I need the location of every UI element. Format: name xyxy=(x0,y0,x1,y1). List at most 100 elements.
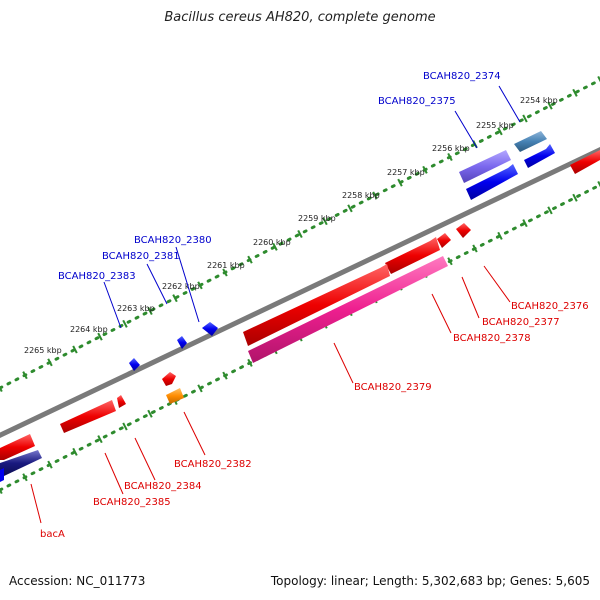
ruler-label: 2254 kbp xyxy=(520,96,558,105)
ruler-label: 2255 kbp xyxy=(476,121,514,130)
gene-label-bcah820-2383[interactable]: BCAH820_2383 xyxy=(58,271,136,282)
gene-red-long-forward xyxy=(243,264,390,346)
gene-baca-feature xyxy=(0,434,35,460)
ruler-tick xyxy=(522,114,528,123)
bottom-leader-lines xyxy=(30,265,511,524)
gene-label-baca[interactable]: bacA xyxy=(40,529,65,540)
gene-label-bcah820-2375[interactable]: BCAH820_2375 xyxy=(378,96,456,107)
ruler-tick xyxy=(97,435,103,444)
gene-blue-forward-1 xyxy=(524,144,555,168)
gene-label-bcah820-2377[interactable]: BCAH820_2377 xyxy=(482,317,560,328)
gene-bcah820-2376-feature xyxy=(456,223,471,238)
ruler-tick xyxy=(572,193,578,202)
ruler-label: 2257 kbp xyxy=(387,168,425,177)
ruler-tick xyxy=(197,384,203,393)
ruler-tick xyxy=(72,345,78,354)
ruler-tick xyxy=(0,385,3,393)
ruler-tick xyxy=(597,180,600,188)
ruler-tick xyxy=(422,165,428,174)
ruler-tick xyxy=(72,447,78,456)
ruler-label: 2258 kbp xyxy=(342,191,380,200)
ruler-tick xyxy=(322,217,328,226)
ruler-tick xyxy=(297,229,303,239)
ruler-tick xyxy=(47,460,53,469)
ruler-tick xyxy=(222,268,228,277)
ruler-tick xyxy=(197,281,203,290)
ruler-tick xyxy=(147,306,153,316)
ruler-tick xyxy=(597,75,600,83)
gene-label-bcah820-2374[interactable]: BCAH820_2374 xyxy=(423,71,501,82)
ruler-tick xyxy=(97,332,103,341)
ruler-tick xyxy=(497,231,503,240)
gene-label-bcah820-2385[interactable]: BCAH820_2385 xyxy=(93,497,171,508)
ruler-label: 2261 kbp xyxy=(207,261,245,270)
ruler-tick xyxy=(497,127,503,136)
ruler-tick xyxy=(447,152,453,162)
upper-ruler-ticks xyxy=(0,75,600,393)
gene-bcah820-2385-feature xyxy=(60,400,116,433)
ruler-label: 2260 kbp xyxy=(253,238,291,247)
ruler-tick xyxy=(247,358,253,367)
gene-bcah820-2378-feature xyxy=(385,237,440,274)
gene-label-bcah820-2380[interactable]: BCAH820_2380 xyxy=(134,235,212,246)
ruler-tick xyxy=(572,88,578,97)
gene-navy-left-edge xyxy=(0,450,42,476)
ruler-tick xyxy=(222,371,228,380)
ruler-label: 2256 kbp xyxy=(432,144,470,153)
ruler-tick xyxy=(547,206,553,215)
genes-top-strand xyxy=(0,131,555,482)
lower-ruler-ticks xyxy=(0,180,600,495)
ruler-tick xyxy=(347,204,353,213)
ruler-tick xyxy=(22,473,28,482)
gene-bcah820-2381-feature xyxy=(177,336,187,349)
gene-bcah820-2377-feature xyxy=(437,233,451,248)
ruler-tick xyxy=(472,244,478,253)
top-leader-lines xyxy=(103,85,521,329)
gene-label-bcah820-2382[interactable]: BCAH820_2382 xyxy=(174,459,252,470)
ruler-tick xyxy=(122,422,128,431)
gene-bcah820-2380-feature xyxy=(202,322,218,336)
ruler-tick xyxy=(522,219,528,228)
gene-blue-forward-2 xyxy=(466,164,518,200)
gene-bcah820-2374-feature xyxy=(514,131,547,152)
gene-bcah820-2383-feature xyxy=(129,358,140,371)
ruler-tick xyxy=(247,255,253,264)
map-title: Bacillus cereus AH820, complete genome xyxy=(164,10,436,25)
ruler-tick xyxy=(272,242,278,251)
accession-text: Accession: NC_011773 xyxy=(9,574,146,588)
bottom-gene-labels: BCAH820_2376 BCAH820_2377 BCAH820_2378 B… xyxy=(40,301,589,540)
gene-label-bcah820-2379[interactable]: BCAH820_2379 xyxy=(354,382,432,393)
ruler-tick xyxy=(47,358,53,367)
genome-backbone xyxy=(0,146,600,439)
gene-bcah820-2375-feature xyxy=(459,150,511,183)
gene-bcah820-2382-feature xyxy=(166,388,184,404)
gene-label-bcah820-2376[interactable]: BCAH820_2376 xyxy=(511,301,589,312)
gene-bcah820-2384-feature xyxy=(117,395,126,408)
genes-bottom-strand xyxy=(0,150,600,460)
ruler-tick xyxy=(172,294,178,303)
ruler-tick xyxy=(547,101,553,110)
gene-red-small-2382a xyxy=(162,372,176,386)
ruler-tick xyxy=(22,371,28,380)
gene-label-bcah820-2378[interactable]: BCAH820_2378 xyxy=(453,333,531,344)
ruler-label: 2264 kbp xyxy=(70,325,108,334)
ruler-label: 2259 kbp xyxy=(298,214,336,223)
gene-red-right-edge xyxy=(570,150,600,174)
ruler-label: 2263 kbp xyxy=(117,304,155,313)
ruler-labels: 2254 kbp 2255 kbp 2256 kbp 2257 kbp 2258… xyxy=(24,96,558,355)
gene-bcah820-2379-feature xyxy=(248,256,448,363)
top-gene-labels: BCAH820_2374 BCAH820_2375 BCAH820_2380 B… xyxy=(58,71,501,282)
gene-label-bcah820-2384[interactable]: BCAH820_2384 xyxy=(124,481,202,492)
ruler-label: 2262 kbp xyxy=(162,282,200,291)
gene-label-bcah820-2381[interactable]: BCAH820_2381 xyxy=(102,251,180,262)
ruler-tick xyxy=(122,319,128,328)
gene-blue-left-edge xyxy=(0,468,4,482)
ruler-tick xyxy=(397,178,403,187)
genome-summary-text: Topology: linear; Length: 5,302,683 bp; … xyxy=(270,574,590,588)
ruler-tick xyxy=(372,191,378,200)
ruler-tick xyxy=(0,487,3,495)
ruler-tick xyxy=(147,409,153,418)
ruler-label: 2265 kbp xyxy=(24,346,62,355)
ruler-tick xyxy=(447,257,453,266)
